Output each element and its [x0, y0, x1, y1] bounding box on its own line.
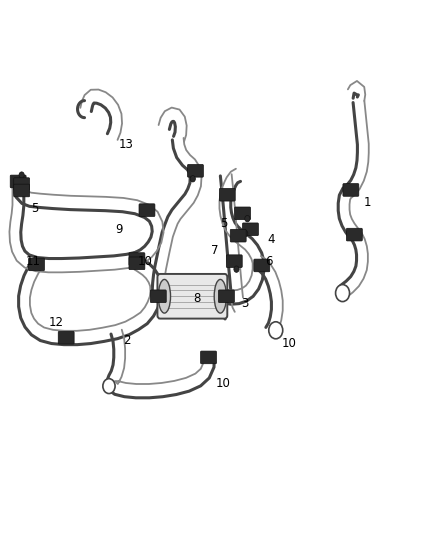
FancyBboxPatch shape	[129, 253, 145, 265]
FancyBboxPatch shape	[346, 228, 362, 241]
Text: 12: 12	[48, 316, 63, 329]
Text: 10: 10	[216, 377, 231, 390]
FancyBboxPatch shape	[10, 175, 26, 188]
Text: 10: 10	[282, 337, 296, 350]
Text: 8: 8	[194, 292, 201, 305]
Text: 6: 6	[265, 255, 273, 268]
Text: 13: 13	[119, 138, 134, 151]
FancyBboxPatch shape	[58, 332, 74, 344]
Text: 1: 1	[364, 196, 371, 209]
FancyBboxPatch shape	[235, 207, 251, 220]
FancyBboxPatch shape	[157, 274, 227, 319]
FancyBboxPatch shape	[129, 257, 145, 270]
Circle shape	[245, 215, 250, 222]
FancyBboxPatch shape	[139, 204, 155, 216]
FancyBboxPatch shape	[14, 184, 30, 197]
FancyBboxPatch shape	[14, 178, 30, 190]
Text: 9: 9	[115, 223, 122, 236]
Circle shape	[243, 230, 248, 237]
Text: 4: 4	[268, 233, 275, 246]
Text: 11: 11	[26, 255, 41, 268]
Text: 3: 3	[241, 297, 249, 310]
Text: 7: 7	[211, 244, 219, 257]
Text: 5: 5	[220, 217, 227, 230]
Circle shape	[269, 322, 283, 339]
FancyBboxPatch shape	[201, 351, 216, 364]
FancyBboxPatch shape	[230, 229, 246, 242]
FancyBboxPatch shape	[343, 184, 359, 196]
FancyBboxPatch shape	[226, 255, 242, 268]
FancyBboxPatch shape	[28, 258, 44, 271]
Circle shape	[190, 175, 195, 182]
Circle shape	[103, 378, 115, 393]
Circle shape	[336, 285, 350, 302]
Text: 10: 10	[138, 255, 152, 268]
Ellipse shape	[158, 279, 170, 313]
FancyBboxPatch shape	[219, 188, 235, 201]
FancyBboxPatch shape	[219, 290, 234, 303]
FancyBboxPatch shape	[243, 223, 258, 236]
FancyBboxPatch shape	[254, 259, 270, 272]
Text: 5: 5	[31, 201, 39, 214]
Circle shape	[19, 172, 24, 178]
Ellipse shape	[214, 279, 226, 313]
Circle shape	[234, 266, 239, 272]
FancyBboxPatch shape	[150, 290, 166, 303]
FancyBboxPatch shape	[187, 165, 203, 177]
Text: 2: 2	[124, 334, 131, 348]
